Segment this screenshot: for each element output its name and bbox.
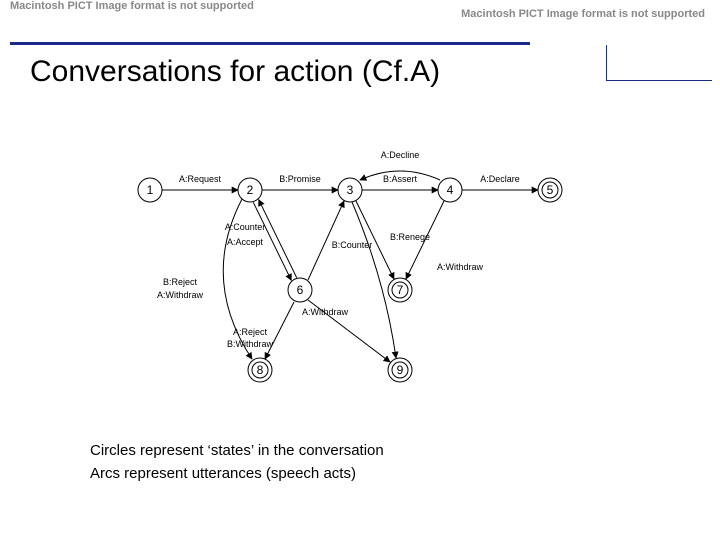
svg-text:A:Withdraw: A:Withdraw bbox=[302, 307, 349, 317]
svg-text:B:Promise: B:Promise bbox=[279, 174, 321, 184]
svg-text:B:Counter: B:Counter bbox=[332, 240, 373, 250]
svg-text:A:Decline: A:Decline bbox=[381, 150, 420, 160]
corner-frame bbox=[606, 45, 712, 81]
svg-text:B:Renege: B:Renege bbox=[390, 232, 430, 242]
svg-text:1: 1 bbox=[147, 183, 154, 197]
page-title: Conversations for action (Cf.A) bbox=[30, 55, 440, 89]
pict-placeholder-tr: Macintosh PICT Image format is not suppo… bbox=[461, 8, 705, 21]
svg-text:2: 2 bbox=[247, 183, 254, 197]
svg-text:A:Accept: A:Accept bbox=[227, 237, 264, 247]
svg-text:B:Reject: B:Reject bbox=[163, 277, 198, 287]
cfa-state-diagram: A:Request B:Promise B:Assert A:Declare A:Dec… bbox=[130, 140, 590, 400]
svg-text:6: 6 bbox=[297, 283, 304, 297]
svg-text:8: 8 bbox=[257, 363, 264, 377]
caption-line-2: Arcs represent utterances (speech acts) bbox=[90, 463, 384, 486]
svg-text:4: 4 bbox=[447, 183, 454, 197]
caption-line-1: Circles represent ‘states’ in the conver… bbox=[90, 440, 384, 463]
svg-text:A:Withdraw: A:Withdraw bbox=[437, 262, 484, 272]
header-rule bbox=[10, 42, 530, 45]
svg-text:3: 3 bbox=[347, 183, 354, 197]
svg-text:5: 5 bbox=[547, 183, 554, 197]
svg-text:7: 7 bbox=[397, 283, 404, 297]
svg-text:B:Withdraw: B:Withdraw bbox=[227, 339, 274, 349]
svg-text:B:Assert: B:Assert bbox=[383, 174, 418, 184]
svg-text:A:Counter: A:Counter bbox=[225, 222, 266, 232]
svg-text:A:Declare: A:Declare bbox=[480, 174, 520, 184]
svg-text:A:Request: A:Request bbox=[179, 174, 222, 184]
svg-text:A:Withdraw: A:Withdraw bbox=[157, 290, 204, 300]
svg-text:9: 9 bbox=[397, 363, 404, 377]
caption: Circles represent ‘states’ in the conver… bbox=[90, 440, 384, 485]
svg-text:A:Reject: A:Reject bbox=[233, 327, 268, 337]
pict-placeholder-tl: Macintosh PICT Image format is not suppo… bbox=[10, 0, 254, 13]
